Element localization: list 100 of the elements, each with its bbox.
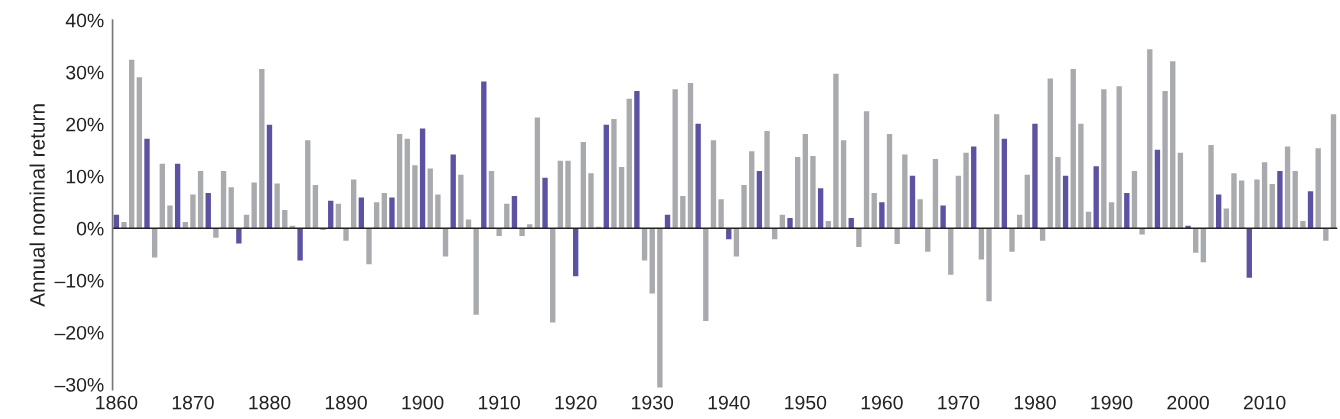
bar — [932, 159, 939, 229]
bar — [511, 196, 518, 229]
bar — [251, 182, 257, 229]
bar — [473, 228, 479, 315]
bar — [328, 200, 334, 229]
x-tick-label: 1990 — [1091, 395, 1133, 410]
bar — [1215, 194, 1222, 229]
bar — [274, 183, 280, 229]
bar — [971, 146, 977, 229]
bar — [396, 134, 403, 229]
x-tick-label: 1910 — [478, 395, 520, 410]
bar — [335, 203, 342, 229]
bar — [366, 228, 372, 265]
bar — [1162, 90, 1168, 229]
bar — [1307, 191, 1314, 229]
bar — [856, 228, 862, 248]
bar — [1284, 146, 1291, 229]
bar — [1223, 208, 1230, 229]
x-tick-label: 1930 — [632, 395, 674, 410]
bar — [1009, 228, 1015, 252]
bar — [978, 228, 985, 260]
bar — [641, 228, 648, 261]
bar — [351, 179, 357, 229]
bar — [1193, 228, 1199, 253]
y-tick-label: –20% — [54, 325, 104, 340]
bar — [925, 228, 931, 252]
x-tick-label: 1860 — [96, 395, 138, 410]
bar — [1101, 89, 1107, 229]
bar — [358, 197, 365, 229]
bar — [297, 228, 303, 261]
bar — [1177, 152, 1184, 229]
bar — [1246, 228, 1252, 278]
bar — [1085, 211, 1092, 229]
bar — [167, 205, 173, 229]
bar — [917, 199, 923, 229]
bar — [282, 210, 288, 229]
bar — [557, 160, 564, 229]
bar — [810, 155, 816, 229]
bar — [136, 77, 143, 229]
bar — [840, 140, 847, 229]
bar — [121, 222, 127, 229]
bar — [886, 134, 893, 229]
bar — [1024, 174, 1030, 229]
bar — [373, 202, 380, 229]
bar — [703, 228, 709, 321]
bar — [312, 185, 319, 229]
bar — [802, 134, 808, 229]
bar — [833, 73, 839, 229]
bar — [572, 228, 579, 277]
bar — [488, 171, 495, 229]
bar — [687, 83, 694, 229]
bar — [190, 194, 196, 229]
bar — [863, 111, 870, 229]
bar — [182, 222, 188, 229]
bar — [603, 124, 609, 229]
bar — [1208, 145, 1214, 229]
bar — [955, 175, 962, 229]
bar — [144, 138, 150, 229]
bar — [305, 140, 311, 229]
bar — [710, 140, 717, 229]
bar — [266, 124, 273, 229]
bar — [1055, 157, 1061, 229]
bar — [1231, 173, 1237, 229]
y-tick-label: 40% — [65, 13, 104, 28]
y-axis-title: Annual nominal return — [29, 104, 45, 307]
bar — [381, 192, 387, 229]
bar — [236, 228, 242, 244]
y-tick-label: 10% — [66, 169, 104, 184]
bar — [527, 224, 533, 229]
y-tick-label: 30% — [66, 65, 104, 80]
bar — [465, 219, 472, 229]
y-tick-label: –30% — [54, 377, 104, 392]
x-tick-label: 1900 — [402, 395, 444, 410]
bar — [151, 228, 158, 258]
bar — [672, 89, 678, 229]
bar — [1292, 171, 1298, 229]
bar — [580, 141, 587, 229]
bar — [1078, 123, 1084, 229]
bar — [994, 114, 1000, 229]
bar — [197, 171, 204, 229]
bar — [1315, 148, 1321, 229]
x-tick-label: 1890 — [325, 395, 367, 410]
bar — [1124, 192, 1130, 229]
bar — [1170, 61, 1176, 229]
bar — [749, 151, 755, 229]
bar — [894, 228, 900, 244]
bar — [1032, 123, 1038, 229]
bar — [764, 130, 770, 229]
bar — [412, 165, 418, 229]
bar — [1116, 86, 1122, 229]
bar — [565, 160, 571, 229]
x-tick-label: 2000 — [1167, 395, 1209, 410]
bar — [718, 199, 724, 229]
bar — [1062, 175, 1069, 229]
bar — [1200, 228, 1207, 263]
bar — [1154, 149, 1161, 229]
bar — [1047, 78, 1053, 229]
bar — [174, 163, 181, 229]
bar — [389, 197, 395, 229]
x-tick-label: 1880 — [249, 395, 291, 410]
